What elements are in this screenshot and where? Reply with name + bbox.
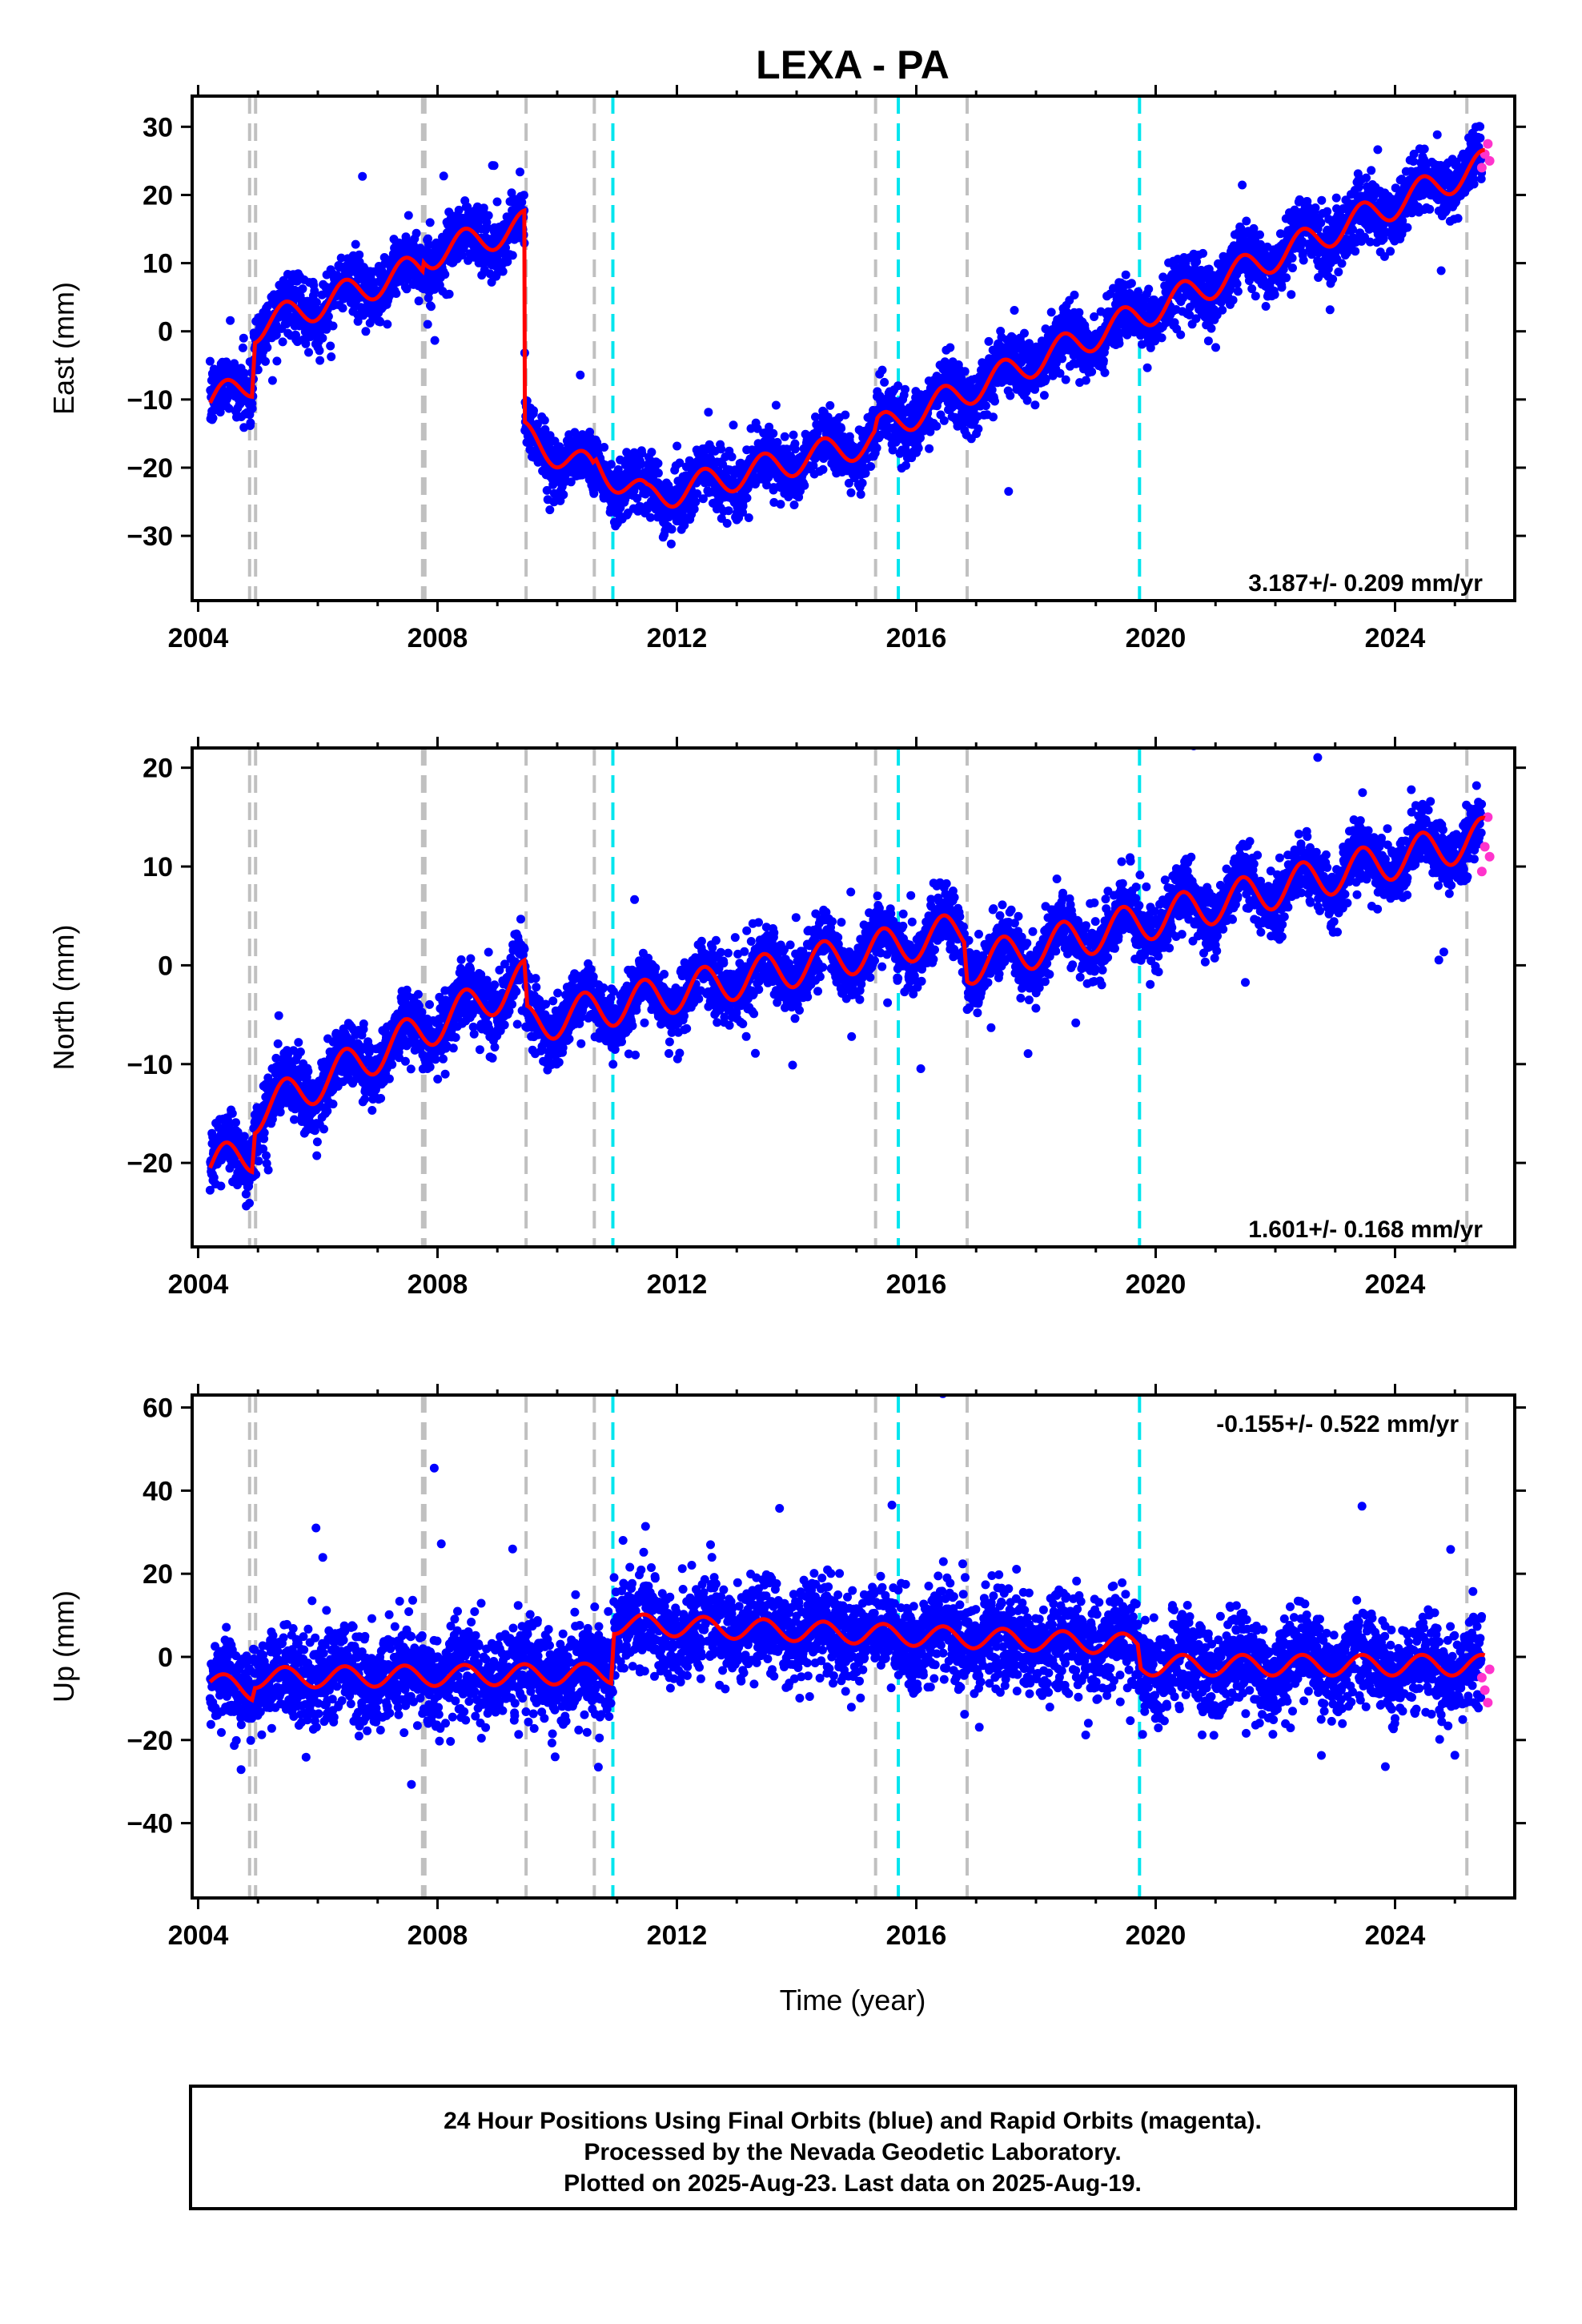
- x-tick-label: 2020: [1126, 1920, 1186, 1951]
- velocity-label: 1.601+/- 0.168 mm/yr: [1248, 1216, 1483, 1243]
- x-tick-label: 2004: [168, 623, 229, 653]
- rapid-orbit-point: [1480, 1685, 1490, 1695]
- y-tick-label: −20: [126, 1726, 173, 1756]
- east-panel: 2004 2008 2012 2016 2020 2024 −30 −20 −10 0 10 20 30…: [47, 85, 1526, 653]
- y-tick-label: −40: [126, 1809, 173, 1839]
- rapid-orbit-point: [1483, 139, 1492, 149]
- x-tick-label: 2016: [886, 1269, 947, 1300]
- y-tick-label: 60: [143, 1393, 173, 1424]
- final-orbit-scatter: [206, 122, 1486, 548]
- rapid-orbit-point: [1477, 163, 1487, 172]
- y-tick-label: −10: [126, 385, 173, 416]
- rapid-orbit-point: [1485, 156, 1495, 166]
- plot-area: [206, 96, 1495, 601]
- figure-title: LEXA - PA: [756, 42, 950, 87]
- y-tick-label: 0: [158, 951, 173, 981]
- final-orbit-points: [206, 122, 1486, 548]
- x-tick-label: 2016: [886, 1920, 947, 1951]
- y-axis-label: North (mm): [47, 925, 80, 1071]
- y-tick-label: 0: [158, 1642, 173, 1673]
- x-tick-label: 2012: [647, 1920, 708, 1951]
- x-tick-label: 2024: [1365, 623, 1426, 653]
- x-tick-label: 2024: [1365, 1269, 1426, 1300]
- rapid-orbit-point: [1480, 842, 1490, 851]
- y-tick-label: −20: [126, 453, 173, 484]
- plot-area: [206, 1389, 1495, 1916]
- final-orbit-scatter: [206, 742, 1486, 1211]
- rapid-orbit-point: [1485, 1665, 1495, 1675]
- y-tick-label: 0: [158, 317, 173, 348]
- up-panel: 2004 2008 2012 2016 2020 2024 −40 −20 0 20 40 60 Up …: [47, 1384, 1526, 1951]
- y-tick-label: 10: [143, 852, 173, 883]
- x-axis-label: Time (year): [780, 1984, 926, 2016]
- y-tick-label: 20: [143, 754, 173, 784]
- x-tick-label: 2020: [1126, 1269, 1186, 1300]
- y-tick-label: −20: [126, 1148, 173, 1179]
- y-tick-label: 20: [143, 1559, 173, 1590]
- rapid-orbit-point: [1483, 1698, 1492, 1707]
- y-tick-label: −30: [126, 521, 173, 552]
- x-tick-label: 2012: [647, 623, 708, 653]
- velocity-label: 3.187+/- 0.209 mm/yr: [1248, 570, 1483, 597]
- footer-line-1: 24 Hour Positions Using Final Orbits (bl…: [444, 2108, 1262, 2134]
- y-tick-label: 40: [143, 1476, 173, 1506]
- rapid-orbit-point: [1485, 852, 1495, 862]
- y-tick-label: −10: [126, 1050, 173, 1080]
- x-tick-label: 2012: [647, 1269, 708, 1300]
- x-tick-label: 2024: [1365, 1920, 1426, 1951]
- plot-area: [206, 742, 1495, 1247]
- x-tick-label: 2004: [168, 1920, 229, 1951]
- x-tick-label: 2008: [408, 623, 468, 653]
- footer-line-2: Processed by the Nevada Geodetic Laborat…: [584, 2139, 1121, 2165]
- final-orbit-points: [206, 1389, 1486, 1916]
- rapid-orbit-point: [1477, 1673, 1487, 1683]
- north-panel: 2004 2008 2012 2016 2020 2024 −20 −10 0 10 20 North…: [47, 737, 1526, 1300]
- rapid-orbit-point: [1477, 866, 1487, 876]
- y-tick-label: 10: [143, 249, 173, 279]
- final-orbit-scatter: [206, 1389, 1486, 1916]
- x-tick-label: 2004: [168, 1269, 229, 1300]
- y-axis-label: Up (mm): [47, 1590, 80, 1703]
- y-tick-label: 20: [143, 180, 173, 211]
- x-tick-label: 2016: [886, 623, 947, 653]
- x-tick-label: 2008: [408, 1269, 468, 1300]
- y-tick-label: 30: [143, 112, 173, 143]
- footer-line-3: Plotted on 2025-Aug-23. Last data on 202…: [564, 2170, 1142, 2197]
- footer-box: 24 Hour Positions Using Final Orbits (bl…: [191, 2086, 1516, 2209]
- velocity-label: -0.155+/- 0.522 mm/yr: [1216, 1411, 1459, 1437]
- plot-frame: [192, 96, 1515, 601]
- y-axis-label: East (mm): [47, 282, 80, 415]
- x-tick-label: 2008: [408, 1920, 468, 1951]
- x-tick-label: 2020: [1126, 623, 1186, 653]
- final-orbit-points: [206, 742, 1486, 1211]
